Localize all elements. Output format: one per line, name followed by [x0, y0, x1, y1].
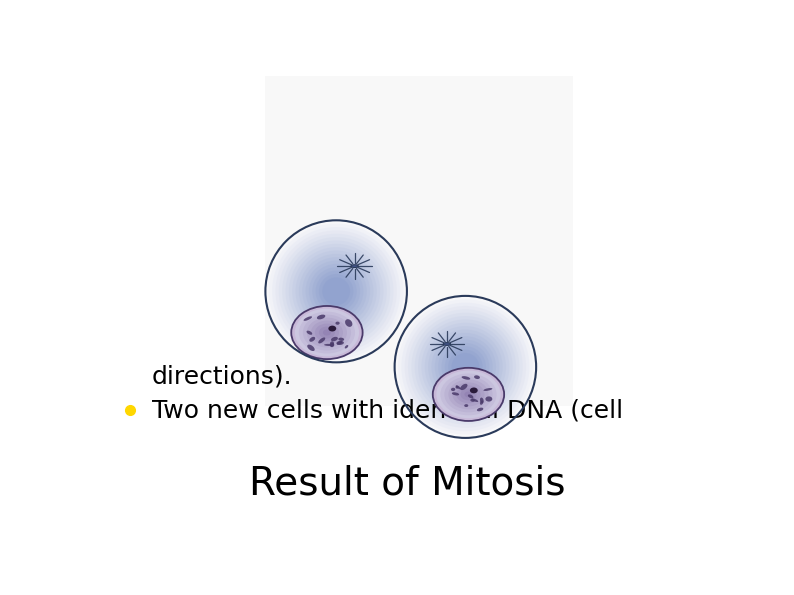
Ellipse shape [435, 336, 496, 397]
Ellipse shape [457, 386, 480, 403]
Ellipse shape [428, 330, 503, 405]
Ellipse shape [438, 340, 493, 394]
Ellipse shape [461, 384, 468, 390]
Ellipse shape [337, 341, 342, 345]
Ellipse shape [456, 386, 461, 389]
Ellipse shape [311, 321, 343, 345]
Ellipse shape [329, 325, 336, 331]
Ellipse shape [452, 353, 480, 381]
Ellipse shape [484, 388, 492, 391]
Ellipse shape [319, 327, 335, 339]
Ellipse shape [414, 316, 516, 418]
Ellipse shape [477, 408, 484, 411]
Ellipse shape [265, 220, 407, 362]
Ellipse shape [448, 349, 483, 384]
Ellipse shape [303, 257, 370, 325]
Ellipse shape [441, 374, 496, 415]
Ellipse shape [452, 392, 459, 396]
Ellipse shape [408, 309, 522, 424]
Ellipse shape [337, 341, 344, 345]
Ellipse shape [351, 265, 358, 268]
Text: Two new cells with identical DNA (cell: Two new cells with identical DNA (cell [152, 399, 622, 422]
Ellipse shape [405, 306, 526, 428]
Ellipse shape [443, 343, 451, 345]
Ellipse shape [272, 227, 400, 356]
Ellipse shape [445, 346, 486, 387]
Text: directions).: directions). [152, 364, 292, 388]
Text: Result of Mitosis: Result of Mitosis [249, 465, 565, 503]
Ellipse shape [395, 296, 536, 438]
Ellipse shape [345, 319, 353, 327]
Ellipse shape [323, 330, 331, 336]
Ellipse shape [335, 322, 340, 325]
Ellipse shape [485, 396, 492, 402]
Ellipse shape [299, 312, 355, 353]
Ellipse shape [456, 386, 459, 389]
Ellipse shape [282, 237, 390, 346]
Ellipse shape [322, 277, 350, 305]
Ellipse shape [401, 303, 530, 431]
Ellipse shape [295, 250, 377, 332]
Ellipse shape [449, 380, 488, 409]
Ellipse shape [317, 315, 326, 320]
Ellipse shape [291, 306, 363, 359]
Ellipse shape [472, 399, 478, 402]
Ellipse shape [437, 371, 500, 418]
Ellipse shape [330, 342, 334, 346]
Ellipse shape [303, 315, 351, 350]
Ellipse shape [345, 345, 349, 349]
Ellipse shape [330, 343, 334, 347]
Ellipse shape [480, 397, 484, 403]
Ellipse shape [468, 394, 473, 398]
Ellipse shape [411, 312, 519, 421]
Ellipse shape [279, 234, 394, 349]
Ellipse shape [286, 240, 387, 342]
Ellipse shape [461, 376, 470, 380]
Ellipse shape [470, 399, 475, 402]
Ellipse shape [307, 345, 314, 351]
Ellipse shape [276, 230, 397, 352]
Ellipse shape [464, 404, 468, 407]
Ellipse shape [422, 322, 510, 411]
Ellipse shape [451, 388, 455, 391]
Ellipse shape [306, 318, 347, 347]
Ellipse shape [306, 261, 367, 322]
Ellipse shape [461, 389, 476, 400]
Ellipse shape [303, 317, 312, 321]
Ellipse shape [453, 383, 484, 406]
Ellipse shape [299, 254, 373, 329]
Ellipse shape [289, 244, 384, 339]
Ellipse shape [480, 400, 484, 405]
Ellipse shape [474, 375, 480, 379]
Ellipse shape [425, 326, 506, 408]
Ellipse shape [431, 333, 499, 401]
Ellipse shape [331, 337, 338, 342]
Ellipse shape [398, 299, 533, 434]
Ellipse shape [315, 271, 357, 312]
Ellipse shape [306, 331, 312, 335]
Ellipse shape [470, 387, 478, 393]
Ellipse shape [338, 337, 344, 341]
Ellipse shape [464, 392, 472, 397]
Ellipse shape [312, 267, 360, 315]
Ellipse shape [319, 274, 353, 309]
Ellipse shape [318, 337, 326, 343]
FancyBboxPatch shape [265, 76, 573, 406]
Ellipse shape [445, 377, 492, 412]
Ellipse shape [324, 344, 333, 346]
Ellipse shape [418, 320, 513, 415]
Ellipse shape [268, 224, 403, 359]
Ellipse shape [309, 264, 364, 319]
Ellipse shape [315, 324, 339, 342]
Ellipse shape [295, 309, 359, 356]
Ellipse shape [292, 247, 380, 336]
Ellipse shape [433, 368, 504, 421]
Ellipse shape [310, 337, 315, 342]
Ellipse shape [441, 343, 489, 391]
